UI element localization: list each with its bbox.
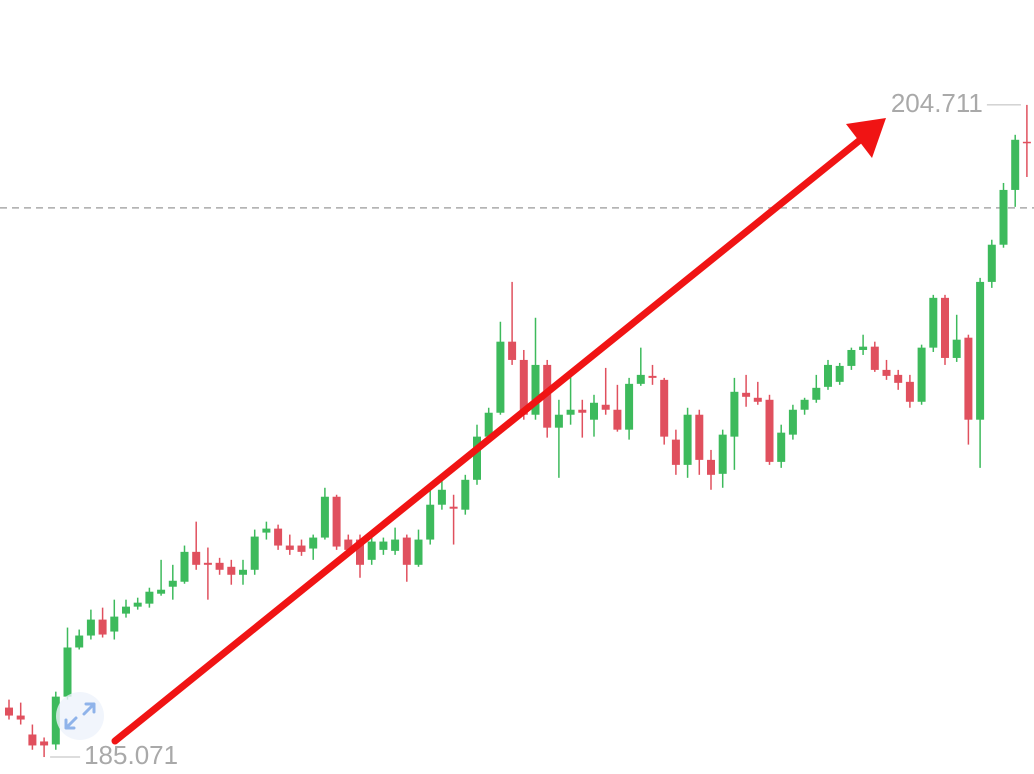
candle-body [859, 346, 868, 350]
candle-body [168, 580, 177, 587]
candle-body [320, 496, 329, 538]
candle-body [660, 379, 669, 437]
candle-body [718, 434, 727, 474]
candle-body [379, 541, 388, 550]
candle-body [203, 562, 212, 565]
candle-body [1022, 141, 1031, 144]
candle-body [1011, 139, 1020, 190]
candle-body [847, 349, 856, 366]
candle-body [894, 374, 903, 383]
candle-body [753, 397, 762, 402]
candle-body [531, 364, 540, 415]
candle-body [987, 244, 996, 282]
candle-body [636, 374, 645, 384]
candle-body [414, 539, 423, 565]
candle-body [578, 409, 587, 413]
candle-body [496, 341, 505, 413]
candle-body [707, 459, 715, 475]
candle-body [239, 569, 247, 575]
candle-body [964, 337, 973, 420]
candle-body [484, 412, 493, 437]
candle-body [192, 551, 201, 565]
candle-body [297, 545, 306, 552]
candle-body [356, 539, 364, 565]
expand-icon-glyph [64, 702, 96, 730]
arrow-shaft [111, 136, 864, 745]
candle-body [344, 539, 353, 550]
candle-body [917, 347, 926, 402]
candle-body [367, 541, 376, 560]
candle-body [625, 383, 634, 430]
candle-body [777, 432, 786, 462]
candle-body [449, 506, 458, 509]
candle-body [671, 439, 680, 465]
candle-body [402, 537, 411, 565]
candle-body [215, 562, 224, 570]
candle-body [75, 635, 84, 648]
candle-body [976, 281, 985, 420]
candle-body [882, 369, 891, 376]
candle-body [180, 551, 189, 582]
candle-body [5, 707, 13, 716]
candle-body [285, 545, 294, 550]
candle-body [227, 566, 236, 575]
candle-body [601, 404, 610, 410]
candle-body [941, 297, 949, 358]
candle-body [461, 479, 470, 510]
candle-body [426, 504, 435, 540]
candle-body [274, 528, 283, 546]
candle-body [508, 341, 517, 360]
candle-body [145, 591, 154, 604]
candle-body [133, 602, 142, 607]
candle-body [648, 375, 657, 378]
candle-body [870, 346, 879, 370]
candle-body [742, 392, 751, 397]
candle-body [309, 537, 318, 549]
candles [0, 104, 1034, 758]
candle-body [788, 409, 797, 435]
expand-icon-bg [56, 692, 104, 740]
min-label: 185.071 [84, 740, 178, 770]
candle-body [952, 339, 961, 358]
candle-body [800, 399, 809, 410]
trend-arrow [111, 118, 886, 745]
candle-body [122, 606, 130, 614]
candle-body [730, 391, 739, 437]
candle-body [28, 734, 37, 746]
candle-body [51, 696, 60, 745]
candle-body [613, 409, 622, 430]
candle-body [110, 616, 119, 632]
candle-body [812, 387, 821, 400]
labels: 204.711 185.071 [50, 88, 1021, 770]
candle-body [40, 741, 49, 746]
candle-body [437, 489, 446, 505]
candle-body [695, 414, 704, 460]
candle-body [824, 364, 832, 387]
candle-body [86, 619, 95, 636]
candle-body [391, 539, 400, 551]
candle-body [566, 409, 575, 415]
candle-body [98, 619, 107, 635]
candle-body [332, 496, 341, 547]
candle-body [262, 528, 271, 533]
candle-body [157, 589, 166, 594]
candle-body [590, 402, 598, 420]
candle-body [765, 399, 774, 462]
candle-body [929, 297, 938, 348]
candle-body [16, 715, 25, 720]
candle-body [554, 414, 563, 428]
candle-body [999, 189, 1008, 245]
max-label: 204.711 [891, 88, 983, 118]
candle-body [473, 436, 481, 480]
candle-body [905, 381, 914, 402]
candle-body [63, 647, 72, 697]
candle-body [519, 359, 528, 415]
candle-body [683, 414, 692, 465]
candle-body [835, 365, 844, 382]
arrow-head [846, 118, 886, 158]
candle-body [250, 536, 259, 570]
expand-icon[interactable] [56, 692, 104, 740]
